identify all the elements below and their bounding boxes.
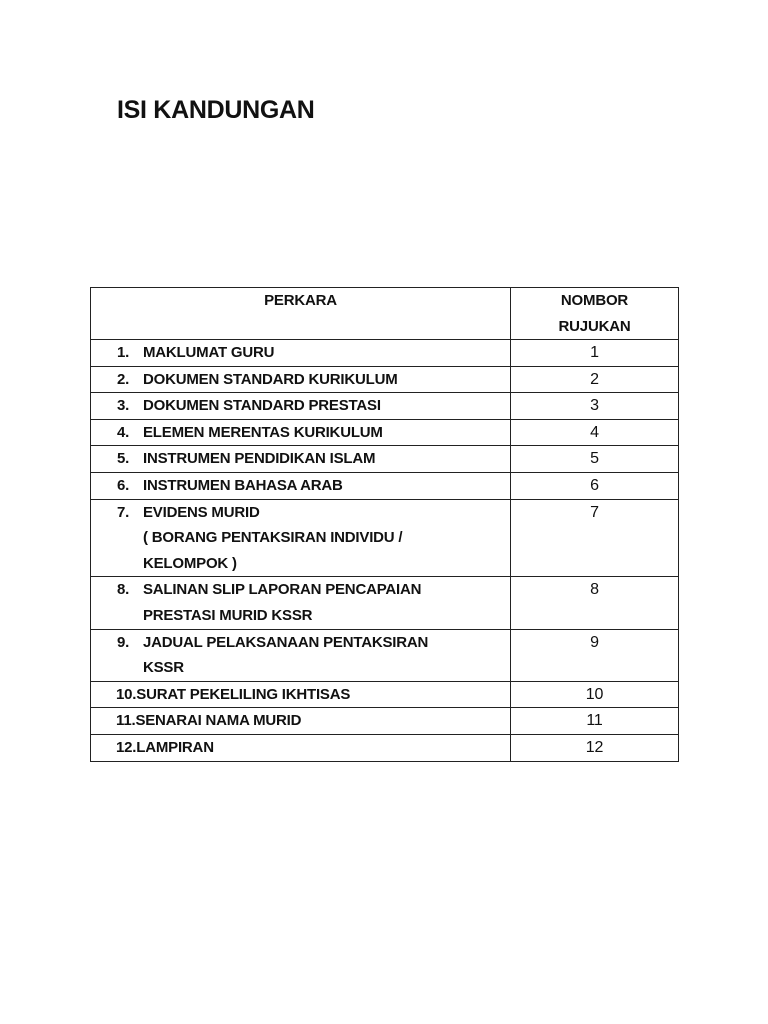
item-text-line: KELOMPOK ): [143, 554, 237, 572]
table-row: 3. DOKUMEN STANDARD PRESTASI 3: [90, 392, 679, 420]
list-item: 2. DOKUMEN STANDARD KURIKULUM: [117, 367, 510, 393]
table-row: 2. DOKUMEN STANDARD KURIKULUM 2: [90, 365, 679, 394]
row-item: 9. JADUAL PELAKSANAAN PENTAKSIRAN KSSR: [90, 628, 511, 682]
list-item: 12. LAMPIRAN: [116, 735, 510, 761]
list-item: 10. SURAT PEKELILING IKHTISAS: [116, 682, 510, 708]
row-reference-number: 5: [510, 445, 679, 473]
row-item: 5. INSTRUMEN PENDIDIKAN ISLAM: [90, 445, 511, 473]
item-number: 2.: [117, 370, 130, 388]
table-row: 6. INSTRUMEN BAHASA ARAB 6: [90, 471, 679, 500]
item-text: EVIDENS MURID ( BORANG PENTAKSIRAN INDIVI…: [143, 500, 403, 577]
row-item: 7. EVIDENS MURID ( BORANG PENTAKSIRAN INDI…: [90, 498, 511, 578]
row-reference-number: 8: [510, 576, 679, 630]
item-text-line: LAMPIRAN: [136, 738, 214, 756]
row-reference-number: 6: [510, 471, 679, 500]
row-reference-number: 2: [510, 365, 679, 394]
row-reference-number: 1: [510, 339, 679, 367]
item-text: MAKLUMAT GURU: [143, 340, 274, 366]
page-title: ISI KANDUNGAN: [117, 96, 315, 124]
item-number: 7.: [117, 503, 130, 521]
item-text: JADUAL PELAKSANAAN PENTAKSIRAN KSSR: [143, 630, 428, 681]
item-number: 11.: [116, 712, 136, 730]
row-reference-number: 11: [510, 707, 679, 735]
row-reference-number: 10: [510, 680, 679, 709]
table-row: 12. LAMPIRAN 12: [90, 733, 679, 762]
table-row: 4. ELEMEN MERENTAS KURIKULUM 4: [90, 418, 679, 447]
item-text-line: ( BORANG PENTAKSIRAN INDIVIDU /: [143, 529, 403, 547]
table-header-row: PERKARA NOMBOR RUJUKAN: [90, 287, 679, 340]
item-number: 9.: [117, 633, 130, 651]
row-reference-number: 9: [510, 628, 679, 682]
item-text-line: DOKUMEN STANDARD KURIKULUM: [143, 370, 398, 388]
list-item: 11. SENARAI NAMA MURID: [116, 708, 510, 734]
row-item: 11. SENARAI NAMA MURID: [90, 707, 511, 735]
item-text-line: PRESTASI MURID KSSR: [143, 606, 313, 624]
row-reference-number: 12: [510, 733, 679, 762]
item-number: 12.: [116, 738, 137, 756]
row-item: 12. LAMPIRAN: [90, 733, 511, 762]
table-row: 10. SURAT PEKELILING IKHTISAS 10: [90, 680, 679, 709]
item-number: 5.: [117, 450, 130, 468]
row-reference-number: 3: [510, 392, 679, 420]
row-item: 3. DOKUMEN STANDARD PRESTASI: [90, 392, 511, 420]
item-text-line: SALINAN SLIP LAPORAN PENCAPAIAN: [143, 581, 422, 599]
item-text: SENARAI NAMA MURID: [135, 708, 301, 734]
item-text: SALINAN SLIP LAPORAN PENCAPAIAN PRESTASI …: [143, 577, 421, 628]
list-item: 6. INSTRUMEN BAHASA ARAB: [117, 473, 510, 499]
item-text: INSTRUMEN BAHASA ARAB: [143, 473, 343, 499]
item-text-line: INSTRUMEN BAHASA ARAB: [143, 476, 343, 494]
list-item: 9. JADUAL PELAKSANAAN PENTAKSIRAN KSSR: [117, 630, 510, 681]
item-text-line: EVIDENS MURID: [143, 503, 260, 521]
table-row: 1. MAKLUMAT GURU 1: [90, 339, 679, 367]
row-item: 6. INSTRUMEN BAHASA ARAB: [90, 471, 511, 500]
item-number: 8.: [117, 581, 130, 599]
item-number: 4.: [117, 423, 130, 441]
item-number: 6.: [117, 476, 130, 494]
list-item: 8. SALINAN SLIP LAPORAN PENCAPAIAN PRESTAS…: [117, 577, 510, 628]
table-row: 8. SALINAN SLIP LAPORAN PENCAPAIAN PRESTAS…: [90, 576, 679, 630]
item-number: 3.: [117, 397, 130, 415]
table-row: 5. INSTRUMEN PENDIDIKAN ISLAM 5: [90, 445, 679, 473]
row-item: 2. DOKUMEN STANDARD KURIKULUM: [90, 365, 511, 394]
list-item: 5. INSTRUMEN PENDIDIKAN ISLAM: [117, 446, 510, 472]
item-text: DOKUMEN STANDARD PRESTASI: [143, 393, 381, 419]
table-row: 11. SENARAI NAMA MURID 11: [90, 707, 679, 735]
item-text: INSTRUMEN PENDIDIKAN ISLAM: [143, 446, 376, 472]
item-text-line: JADUAL PELAKSANAAN PENTAKSIRAN: [143, 633, 429, 651]
header-nombor-rujukan: NOMBOR RUJUKAN: [510, 287, 679, 340]
row-item: 10. SURAT PEKELILING IKHTISAS: [90, 680, 511, 709]
item-text-line: KSSR: [143, 659, 184, 677]
item-text-line: SURAT PEKELILING IKHTISAS: [136, 685, 351, 703]
row-reference-number: 7: [510, 498, 679, 578]
header-ref-line1: NOMBOR: [560, 292, 629, 309]
item-text-line: ELEMEN MERENTAS KURIKULUM: [143, 423, 383, 441]
row-reference-number: 4: [510, 418, 679, 447]
table-row: 9. JADUAL PELAKSANAAN PENTAKSIRAN KSSR 9: [90, 628, 679, 682]
list-item: 4. ELEMEN MERENTAS KURIKULUM: [117, 420, 510, 446]
item-text-line: SENARAI NAMA MURID: [135, 712, 302, 730]
header-perkara: PERKARA: [90, 287, 511, 340]
table-row: 7. EVIDENS MURID ( BORANG PENTAKSIRAN INDI…: [90, 498, 679, 578]
item-number: 10.: [116, 685, 137, 703]
row-item: 1. MAKLUMAT GURU: [90, 339, 511, 367]
list-item: 1. MAKLUMAT GURU: [117, 340, 510, 366]
item-text: ELEMEN MERENTAS KURIKULUM: [143, 420, 383, 446]
item-text: DOKUMEN STANDARD KURIKULUM: [143, 367, 398, 393]
item-text: SURAT PEKELILING IKHTISAS: [136, 682, 350, 708]
contents-table: PERKARA NOMBOR RUJUKAN 1. MAKLUMAT GURU 1 2…: [90, 287, 679, 762]
row-item: 8. SALINAN SLIP LAPORAN PENCAPAIAN PRESTAS…: [90, 576, 511, 630]
row-item: 4. ELEMEN MERENTAS KURIKULUM: [90, 418, 511, 447]
list-item: 7. EVIDENS MURID ( BORANG PENTAKSIRAN INDI…: [117, 500, 510, 577]
item-text-line: MAKLUMAT GURU: [143, 344, 275, 361]
item-text-line: INSTRUMEN PENDIDIKAN ISLAM: [143, 450, 376, 468]
header-ref-line2: RUJUKAN: [558, 317, 631, 335]
item-text: LAMPIRAN: [136, 735, 214, 761]
item-text-line: DOKUMEN STANDARD PRESTASI: [143, 397, 381, 415]
list-item: 3. DOKUMEN STANDARD PRESTASI: [117, 393, 510, 419]
item-number: 1.: [117, 344, 130, 361]
